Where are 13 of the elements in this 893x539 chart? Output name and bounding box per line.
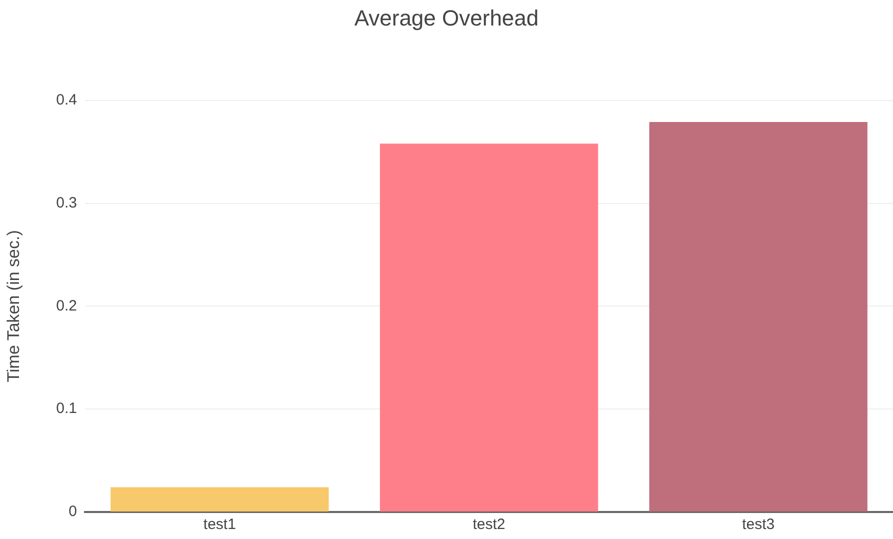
bar <box>649 122 868 512</box>
bar <box>110 487 329 512</box>
x-tick-label: test1 <box>203 516 236 534</box>
y-tick-label: 0 <box>68 503 77 520</box>
y-tick-label: 0.2 <box>56 297 77 314</box>
x-tick-label: test2 <box>472 516 506 534</box>
x-tick-label: test3 <box>742 516 775 534</box>
chart-title: Average Overhead <box>354 5 539 30</box>
y-tick-label: 0.1 <box>56 400 77 418</box>
y-axis-title: Time Taken (in sec.) <box>4 230 23 382</box>
bar <box>380 144 598 512</box>
y-tick-label: 0.4 <box>56 92 77 109</box>
y-tick-label: 0.3 <box>56 194 77 212</box>
